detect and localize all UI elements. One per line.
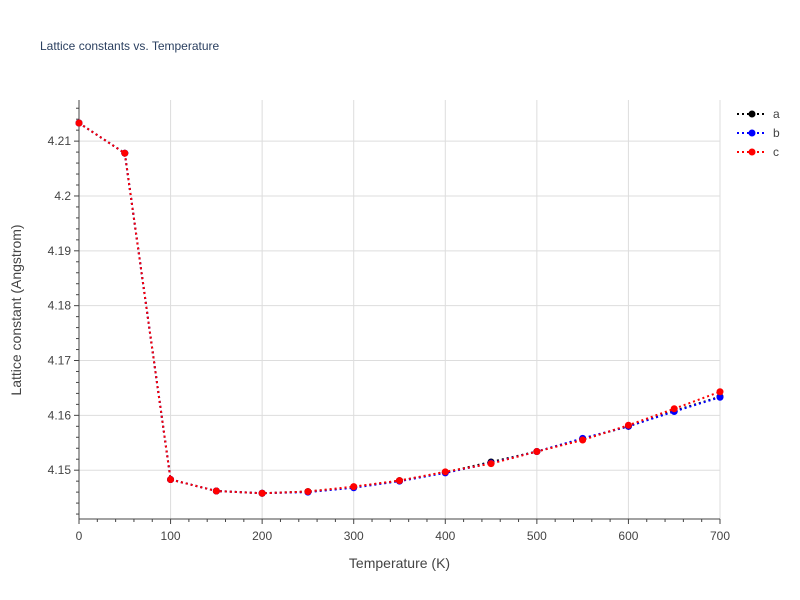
legend-label-c: c xyxy=(773,145,779,159)
data-point-c xyxy=(121,149,129,157)
x-tick-label: 700 xyxy=(710,529,730,543)
y-tick-label: 4.16 xyxy=(48,408,72,422)
legend-item-b[interactable]: b xyxy=(737,126,780,140)
legend-label-a: a xyxy=(773,107,780,121)
data-point-c xyxy=(350,483,358,491)
data-point-c xyxy=(396,477,403,485)
data-point-c xyxy=(716,388,724,396)
y-tick-label: 4.19 xyxy=(48,244,72,258)
data-point-c xyxy=(624,421,632,429)
legend-marker-b xyxy=(748,129,756,137)
series-line-c xyxy=(78,122,721,495)
data-point-c xyxy=(258,489,266,497)
y-tick-label: 4.17 xyxy=(48,354,72,368)
x-tick-label: 100 xyxy=(161,529,181,543)
legend-item-a[interactable]: a xyxy=(737,107,780,121)
y-tick-label: 4.21 xyxy=(48,134,72,148)
y-tick-label: 4.2 xyxy=(54,189,71,203)
x-tick-label: 0 xyxy=(76,529,83,543)
x-tick-label: 400 xyxy=(435,529,455,543)
y-tick-label: 4.18 xyxy=(48,299,72,313)
series-a xyxy=(75,119,724,497)
x-axis-title: Temperature (K) xyxy=(349,555,450,571)
y-axis-title: Lattice constant (Angstrom) xyxy=(8,224,24,395)
data-point-c xyxy=(212,487,220,495)
data-point-c xyxy=(167,476,175,484)
x-tick-label: 300 xyxy=(344,529,364,543)
y-tick-label: 4.15 xyxy=(48,463,72,477)
data-point-c xyxy=(670,405,678,413)
data-point-c xyxy=(533,448,541,456)
series-line-b xyxy=(78,122,721,495)
legend-marker-c xyxy=(748,148,756,156)
series-line-a xyxy=(78,122,721,495)
data-point-c xyxy=(487,460,495,468)
legend-marker-a xyxy=(748,110,756,118)
axes: 0 100 200 300 400 500 600 700 4.15 4.16 4.17 4.18 4.… xyxy=(48,100,730,543)
legend-label-b: b xyxy=(773,126,780,140)
legend[interactable]: abc xyxy=(737,107,780,159)
data-point-c xyxy=(304,488,312,496)
grid xyxy=(78,100,721,519)
series-layer xyxy=(75,119,724,497)
x-tick-label: 500 xyxy=(527,529,547,543)
chart-title: Lattice constants vs. Temperature xyxy=(40,39,220,53)
data-point-c xyxy=(75,119,83,127)
data-point-c xyxy=(441,468,449,476)
legend-item-c[interactable]: c xyxy=(737,145,779,159)
data-point-b xyxy=(716,393,724,401)
x-tick-label: 200 xyxy=(252,529,272,543)
data-point-c xyxy=(579,436,587,444)
series-b xyxy=(75,119,724,497)
series-c xyxy=(75,119,724,497)
x-tick-label: 600 xyxy=(618,529,638,543)
